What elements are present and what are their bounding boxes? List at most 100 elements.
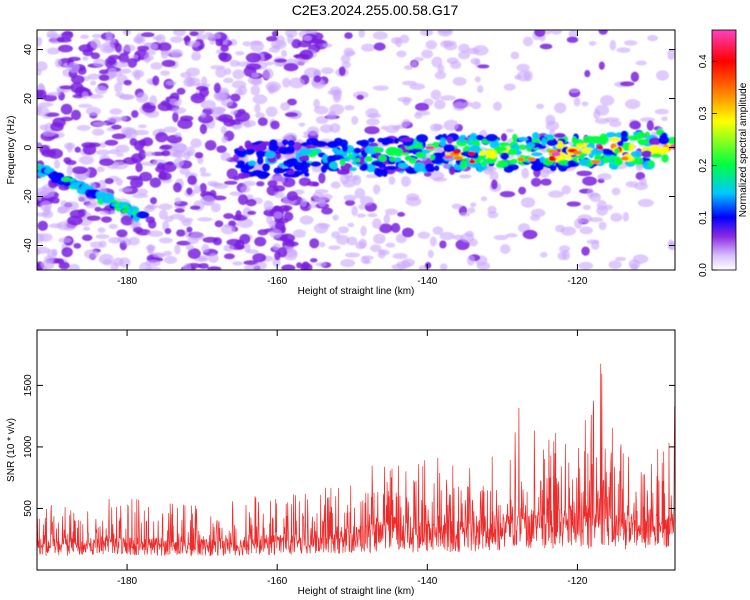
spectral-blob — [532, 132, 540, 140]
spectral-blob — [373, 167, 381, 176]
spectral-blob — [432, 226, 444, 235]
spectral-blob — [385, 242, 396, 248]
spectral-blob — [210, 202, 221, 213]
spectral-blob — [163, 126, 178, 133]
spectral-blob — [76, 124, 91, 131]
spectral-blob — [433, 99, 446, 110]
spectral-blob — [199, 182, 207, 193]
spectral-blob — [145, 259, 161, 267]
spectral-blob — [157, 42, 172, 52]
spectral-blob — [352, 174, 362, 186]
spectral-blob — [446, 136, 454, 144]
spectral-blob — [315, 262, 327, 267]
spectral-blob — [588, 40, 597, 46]
spectral-blob — [67, 62, 80, 74]
spectral-blob — [632, 254, 649, 264]
spectral-blob — [242, 207, 252, 218]
spectral-blob — [161, 161, 177, 173]
spectral-blob — [242, 41, 252, 47]
spectral-blob — [187, 248, 201, 259]
spectral-blob — [581, 101, 589, 107]
spectral-blob — [582, 204, 592, 211]
spectral-blob — [367, 213, 378, 218]
spectral-blob — [384, 165, 398, 170]
spectral-blob — [401, 227, 414, 238]
spectral-blob — [321, 67, 334, 75]
spectral-blob — [557, 251, 568, 261]
spectral-blob — [164, 227, 172, 235]
spectral-blob — [37, 220, 48, 231]
spectral-blob — [364, 156, 373, 162]
spectral-blob — [576, 143, 584, 149]
spectral-blob — [358, 156, 365, 166]
spectral-blob — [219, 52, 232, 63]
spectral-blob — [499, 190, 516, 198]
spectral-blob — [118, 52, 130, 64]
spectral-blob — [149, 95, 158, 106]
spectral-blob — [361, 255, 374, 260]
colorbar-ticks: 0.0 0.1 0.2 0.3 0.4 — [698, 54, 717, 277]
spectral-blob — [465, 230, 475, 238]
spectral-blob — [354, 187, 366, 199]
spectral-blob — [120, 126, 136, 136]
spectral-blob — [282, 205, 290, 213]
spectral-blob — [244, 140, 252, 149]
spectral-blob — [84, 249, 99, 259]
spectral-blob — [367, 113, 382, 119]
spectral-blob — [358, 30, 366, 38]
spectral-blob — [37, 36, 43, 47]
spectral-blob — [310, 258, 318, 263]
spectral-blob — [146, 50, 157, 56]
spectral-blob — [545, 120, 559, 131]
spectral-blob — [573, 150, 582, 155]
spectral-blob — [610, 212, 623, 222]
spectral-blob — [116, 229, 128, 238]
spectral-blob — [598, 61, 605, 70]
spectral-blob — [393, 157, 402, 163]
spectral-blob — [197, 217, 213, 222]
spectral-blob — [264, 150, 276, 159]
spectral-blob — [157, 102, 173, 112]
spectral-blob — [130, 153, 143, 164]
spectral-blob — [534, 30, 546, 37]
spectral-blob — [459, 212, 471, 217]
spectral-blob — [568, 88, 580, 94]
spectral-blob — [595, 118, 610, 125]
spectral-blob — [318, 222, 331, 229]
spectral-blob — [98, 74, 110, 81]
snr-ytick-label: 500 — [23, 500, 34, 517]
spectral-blob — [567, 160, 577, 168]
spectral-blob — [161, 59, 176, 68]
spectral-blob — [112, 61, 129, 68]
spectral-blob — [609, 136, 621, 143]
spectral-blob — [94, 206, 102, 212]
spectral-blob — [467, 151, 476, 156]
spectral-blob — [38, 102, 54, 108]
spectral-blob — [614, 256, 627, 262]
spectral-blob — [200, 100, 216, 110]
spectral-blob — [99, 158, 114, 166]
spectral-blob — [656, 70, 669, 81]
spectral-blob — [263, 200, 274, 211]
spectral-blob — [431, 157, 445, 165]
spectral-blob — [73, 242, 82, 249]
spectral-blob — [573, 97, 581, 107]
spectral-blob — [518, 186, 527, 195]
spectral-blob — [344, 199, 356, 206]
spectral-blob — [256, 143, 266, 152]
spectral-blob — [347, 153, 353, 159]
colorbar-label: Normalized spectral amplitude — [738, 82, 749, 217]
spectral-blob — [654, 108, 669, 115]
spectral-blob — [517, 144, 528, 150]
spectral-blob — [201, 76, 208, 86]
spectral-blob — [217, 114, 233, 123]
spectral-blob — [245, 63, 262, 71]
spectral-blob — [257, 229, 269, 236]
spectral-blob — [288, 157, 299, 166]
spectral-blob — [378, 154, 387, 162]
spectral-blob — [446, 57, 459, 64]
spectral-blob — [333, 94, 341, 103]
spectral-blob — [395, 37, 403, 48]
spectral-blob — [354, 158, 361, 163]
spectral-blob — [223, 253, 235, 260]
